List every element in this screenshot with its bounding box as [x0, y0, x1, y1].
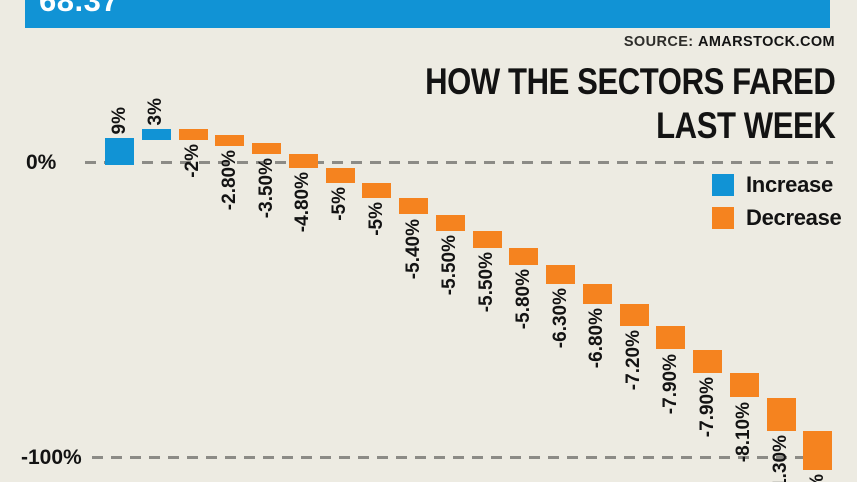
axis-label-zero: 0% — [26, 151, 57, 174]
bar-value-label-8: -5% — [365, 202, 387, 237]
legend-item-increase: Increase — [712, 174, 841, 196]
bar-value-label-12: -5.80% — [512, 268, 534, 330]
bar-value-label-3: -2% — [182, 144, 203, 178]
decrease-swatch-icon — [712, 207, 734, 229]
bar-value-label-19: -11.30% — [770, 435, 791, 482]
bar-sector-11 — [472, 231, 502, 248]
bar-sector-9 — [399, 198, 428, 215]
bar-value-label-7: -5% — [329, 187, 350, 222]
bar-sector-4 — [215, 135, 245, 146]
bar-sector-8 — [362, 183, 392, 199]
source-line: SOURCE: AMARSTOCK.COM — [624, 34, 835, 50]
bar-sector-13 — [546, 264, 575, 284]
bar-sector-10 — [435, 214, 465, 231]
bar-value-label-6: -4.80% — [292, 172, 314, 233]
bar-sector-15 — [619, 304, 649, 326]
legend-label-increase: Increase — [746, 172, 833, 197]
axis-label-minus-100: -100% — [21, 446, 82, 469]
source-value: AMARSTOCK.COM — [697, 34, 835, 50]
bar-sector-6 — [288, 153, 318, 169]
bar-value-label-14: -6.80% — [586, 308, 608, 369]
bar-value-label-9: -5.40% — [402, 218, 424, 279]
banner-value: 68.37 — [39, 0, 120, 18]
page-title-line2: LAST WEEK — [655, 105, 836, 146]
bar-value-label-10: -5.50% — [439, 235, 461, 296]
bar-sector-16 — [656, 325, 686, 350]
bar-value-label-5: -3.50% — [255, 158, 277, 219]
bar-sector-5 — [252, 143, 281, 155]
page-title-line1: HOW THE SECTORS FARED — [424, 61, 836, 102]
legend-item-decrease: Decrease — [712, 205, 842, 230]
bar-value-label-11: -5.50% — [476, 251, 497, 312]
bar-sector-20 — [803, 431, 833, 471]
bar-value-label-1: 9% — [108, 106, 130, 134]
zero-gridline — [85, 161, 833, 164]
page-title: HOW THE SECTORS FARED LAST WEEK — [424, 60, 836, 148]
bar-value-label-20: -12.90% — [807, 474, 829, 482]
bar-sector-19 — [766, 397, 796, 432]
increase-swatch-icon — [712, 174, 734, 196]
bar-value-label-17: -7.90% — [696, 377, 718, 438]
minus-100-gridline — [92, 456, 833, 459]
legend-label-decrease: Decrease — [746, 205, 842, 230]
legend: Increase Decrease — [712, 174, 842, 240]
bar-sector-3 — [178, 129, 208, 140]
bar-sector-2 — [141, 129, 171, 140]
bar-sector-7 — [325, 168, 355, 184]
bar-value-label-18: -8.10% — [733, 401, 755, 462]
bar-sector-17 — [693, 349, 722, 374]
bar-sector-1 — [105, 138, 134, 165]
source-label: SOURCE: — [623, 34, 694, 50]
bar-sector-18 — [729, 373, 759, 398]
bar-value-label-15: -7.20% — [623, 329, 644, 390]
top-banner: 68.37 — [25, 0, 830, 28]
bar-value-label-4: -2.80% — [218, 150, 240, 211]
bar-sector-14 — [582, 283, 612, 305]
bar-sector-12 — [509, 247, 539, 265]
bar-value-label-2: 3% — [145, 97, 167, 125]
bar-value-label-13: -6.30% — [549, 287, 571, 348]
bar-value-label-16: -7.90% — [659, 353, 681, 414]
